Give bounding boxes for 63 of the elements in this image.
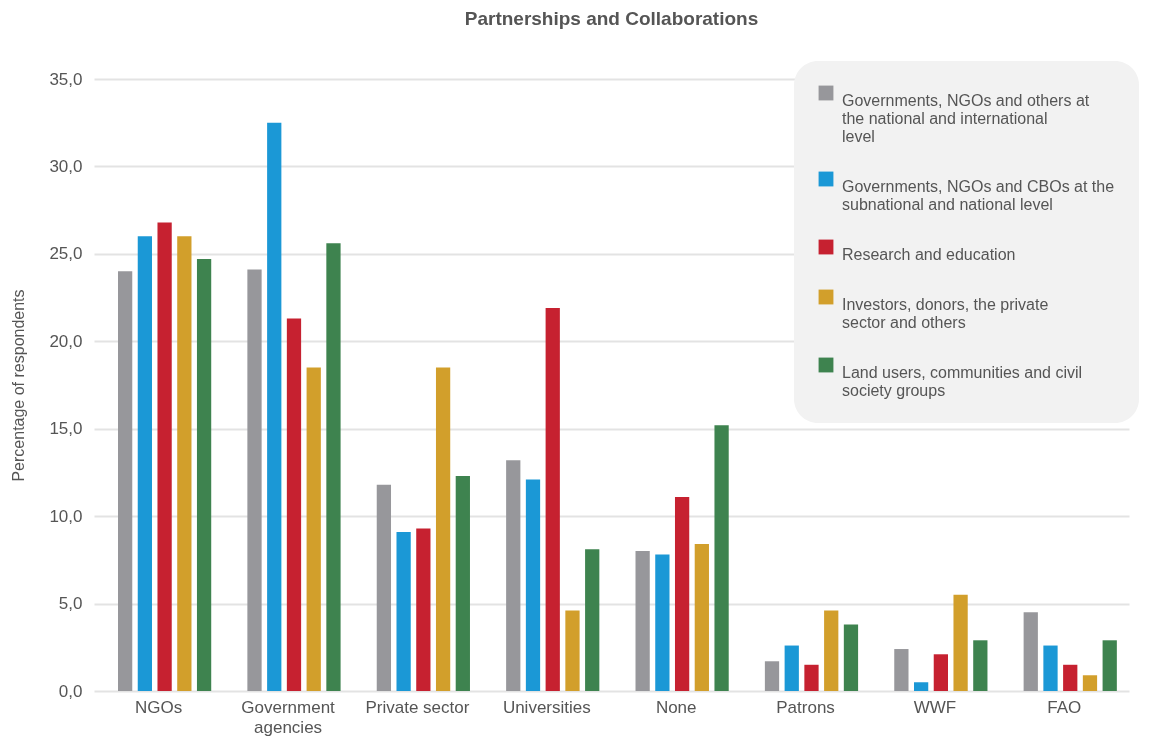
bar [1043, 645, 1058, 691]
legend-label: Investors, donors, the private sector and others [842, 296, 1049, 331]
bar [137, 236, 152, 691]
y-tick-label: 20,0 [49, 331, 83, 351]
bar [674, 496, 690, 691]
y-axis-title: Percentage of respondents [10, 289, 28, 482]
bar [1082, 675, 1098, 691]
bar [1063, 664, 1078, 691]
bar [525, 479, 541, 691]
bar [506, 460, 521, 691]
bar [655, 554, 670, 691]
bar [286, 318, 302, 691]
y-tick-label: 35,0 [49, 69, 83, 89]
y-tick-label: 0,0 [58, 681, 83, 701]
bar [196, 259, 212, 691]
bar [376, 484, 392, 691]
bar [326, 243, 341, 691]
bar [913, 682, 929, 691]
bar [973, 640, 988, 691]
bar [455, 475, 470, 691]
x-tick-label: Universities [502, 697, 591, 717]
legend-label: Governments, NGOs and CBOs at the subnational and national level [842, 178, 1115, 213]
bar [843, 624, 859, 691]
bar [157, 222, 172, 691]
bar [635, 551, 650, 691]
bar [804, 664, 819, 691]
bar [177, 236, 192, 691]
bar [545, 308, 560, 691]
x-tick-label: Patrons [776, 697, 835, 717]
bar [894, 649, 909, 691]
bar [267, 122, 282, 691]
bar [1023, 612, 1038, 691]
y-tick-label: 5,0 [58, 594, 83, 614]
bar [565, 610, 580, 691]
x-tick-label: NGOs [135, 697, 183, 717]
y-tick-label: 25,0 [49, 244, 83, 264]
bar [824, 610, 839, 691]
bar [247, 269, 262, 691]
bar [784, 645, 799, 691]
y-tick-label: 30,0 [49, 156, 83, 176]
bar [764, 661, 780, 691]
bar [306, 367, 321, 691]
legend-label: Research and education [842, 246, 1016, 263]
x-tick-label: FAO [1047, 697, 1082, 717]
bar [953, 594, 968, 691]
bar [585, 549, 600, 691]
legend-label: Governments, NGOs and others at the national and international level [842, 92, 1090, 145]
bar [416, 528, 431, 691]
x-tick-label: Government agencies [241, 697, 336, 737]
legend-label: Land users, communities and civil society groups [842, 364, 1083, 399]
y-tick-label: 10,0 [49, 506, 83, 526]
bar [933, 654, 948, 691]
x-tick-label: WWF [913, 697, 957, 717]
bar [1102, 640, 1117, 691]
x-tick-label: None [655, 697, 697, 717]
bar [118, 271, 133, 691]
bar [435, 367, 451, 691]
bar [694, 544, 709, 691]
chart-title: Partnerships and Collaborations [464, 8, 759, 29]
x-tick-label: Private sector [365, 697, 470, 717]
bar [714, 425, 729, 691]
y-tick-label: 15,0 [49, 419, 83, 439]
bar [396, 531, 411, 691]
